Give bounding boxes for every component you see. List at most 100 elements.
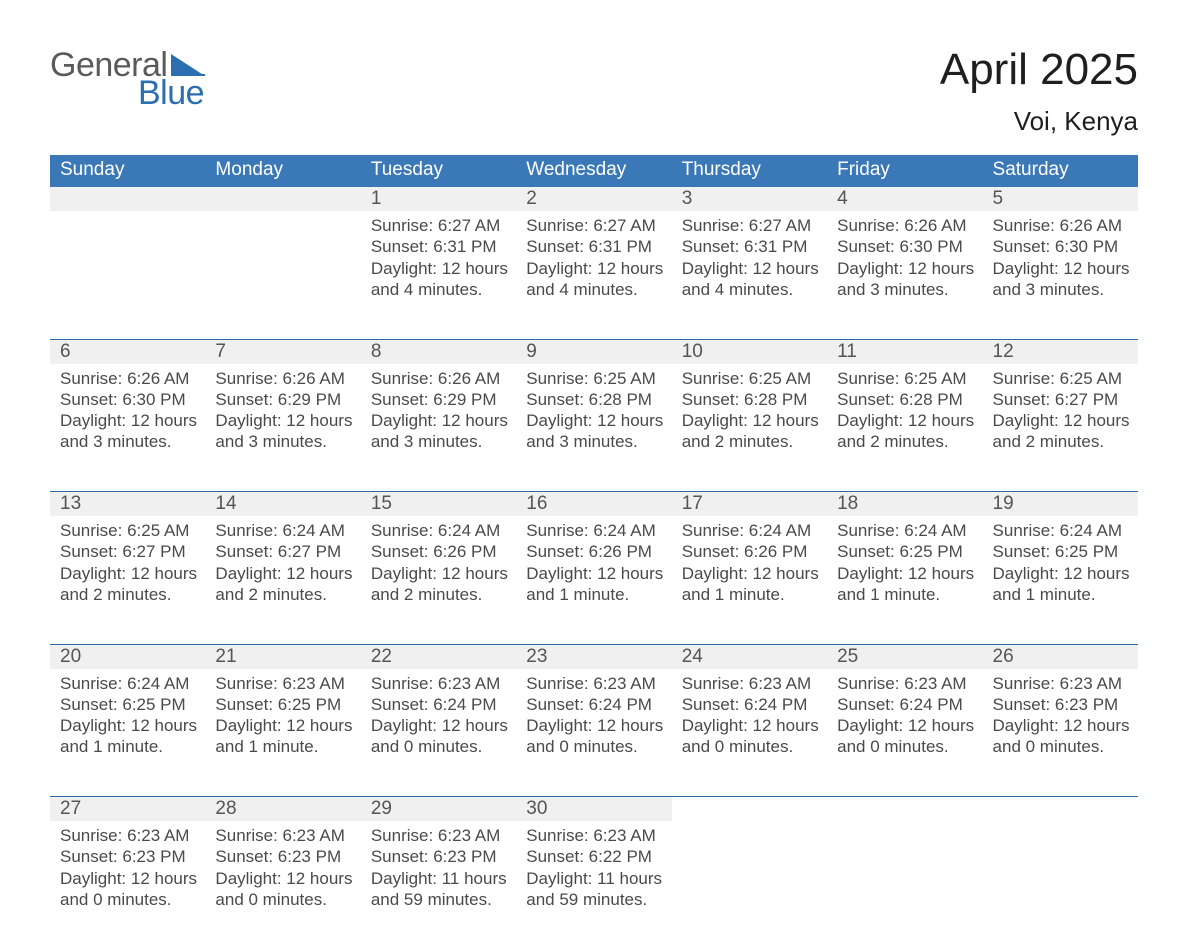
day-number-cell: 20 — [50, 644, 205, 669]
daylight-line: Daylight: 12 hours and 0 minutes. — [60, 868, 197, 911]
daylight-line: Daylight: 12 hours and 1 minute. — [682, 563, 819, 606]
sunset-line: Sunset: 6:31 PM — [526, 236, 663, 257]
day-number-cell — [50, 187, 205, 211]
sunrise-line: Sunrise: 6:25 AM — [837, 368, 974, 389]
day-details: Sunrise: 6:25 AMSunset: 6:28 PMDaylight:… — [516, 364, 671, 453]
day-details: Sunrise: 6:26 AMSunset: 6:30 PMDaylight:… — [827, 211, 982, 300]
day-cell: Sunrise: 6:24 AMSunset: 6:26 PMDaylight:… — [516, 516, 671, 644]
sunrise-line: Sunrise: 6:26 AM — [215, 368, 352, 389]
day-number-cell: 24 — [672, 644, 827, 669]
day-details: Sunrise: 6:23 AMSunset: 6:24 PMDaylight:… — [827, 669, 982, 758]
day-details: Sunrise: 6:23 AMSunset: 6:22 PMDaylight:… — [516, 821, 671, 910]
day-cell: Sunrise: 6:25 AMSunset: 6:28 PMDaylight:… — [672, 364, 827, 492]
sunset-line: Sunset: 6:31 PM — [682, 236, 819, 257]
daylight-line: Daylight: 12 hours and 0 minutes. — [837, 715, 974, 758]
sunrise-line: Sunrise: 6:27 AM — [371, 215, 508, 236]
sunrise-line: Sunrise: 6:23 AM — [526, 673, 663, 694]
sunrise-line: Sunrise: 6:23 AM — [993, 673, 1130, 694]
sunset-line: Sunset: 6:26 PM — [371, 541, 508, 562]
sunset-line: Sunset: 6:27 PM — [60, 541, 197, 562]
sunset-line: Sunset: 6:23 PM — [60, 846, 197, 867]
day-cell: Sunrise: 6:24 AMSunset: 6:25 PMDaylight:… — [827, 516, 982, 644]
day-number-cell: 12 — [983, 339, 1138, 364]
sunset-line: Sunset: 6:30 PM — [993, 236, 1130, 257]
day-details: Sunrise: 6:27 AMSunset: 6:31 PMDaylight:… — [672, 211, 827, 300]
sunrise-line: Sunrise: 6:25 AM — [993, 368, 1130, 389]
sunrise-line: Sunrise: 6:25 AM — [682, 368, 819, 389]
day-cell: Sunrise: 6:25 AMSunset: 6:27 PMDaylight:… — [983, 364, 1138, 492]
daylight-line: Daylight: 12 hours and 4 minutes. — [371, 258, 508, 301]
day-cell: Sunrise: 6:23 AMSunset: 6:23 PMDaylight:… — [983, 669, 1138, 797]
daylight-line: Daylight: 12 hours and 0 minutes. — [215, 868, 352, 911]
day-number-cell — [672, 797, 827, 822]
weekday-header: Monday — [205, 155, 360, 187]
sunrise-line: Sunrise: 6:23 AM — [682, 673, 819, 694]
sunset-line: Sunset: 6:28 PM — [837, 389, 974, 410]
day-number-cell: 23 — [516, 644, 671, 669]
daylight-line: Daylight: 12 hours and 4 minutes. — [526, 258, 663, 301]
day-number-cell: 4 — [827, 187, 982, 211]
day-number-cell: 14 — [205, 492, 360, 517]
daylight-line: Daylight: 12 hours and 1 minute. — [215, 715, 352, 758]
daylight-line: Daylight: 12 hours and 4 minutes. — [682, 258, 819, 301]
day-cell: Sunrise: 6:23 AMSunset: 6:24 PMDaylight:… — [827, 669, 982, 797]
day-number-cell: 27 — [50, 797, 205, 822]
day-number-cell: 6 — [50, 339, 205, 364]
day-cell: Sunrise: 6:27 AMSunset: 6:31 PMDaylight:… — [361, 211, 516, 339]
daylight-line: Daylight: 12 hours and 3 minutes. — [526, 410, 663, 453]
daylight-line: Daylight: 12 hours and 0 minutes. — [371, 715, 508, 758]
day-details: Sunrise: 6:23 AMSunset: 6:24 PMDaylight:… — [361, 669, 516, 758]
topbar: General Blue April 2025 Voi, Kenya — [50, 48, 1138, 137]
day-cell: Sunrise: 6:23 AMSunset: 6:23 PMDaylight:… — [205, 821, 360, 949]
day-cell: Sunrise: 6:23 AMSunset: 6:22 PMDaylight:… — [516, 821, 671, 949]
sunrise-line: Sunrise: 6:26 AM — [60, 368, 197, 389]
daylight-line: Daylight: 12 hours and 2 minutes. — [60, 563, 197, 606]
day-details: Sunrise: 6:26 AMSunset: 6:30 PMDaylight:… — [50, 364, 205, 453]
weekday-header: Sunday — [50, 155, 205, 187]
sunrise-line: Sunrise: 6:24 AM — [371, 520, 508, 541]
day-details: Sunrise: 6:24 AMSunset: 6:25 PMDaylight:… — [983, 516, 1138, 605]
daylight-line: Daylight: 12 hours and 2 minutes. — [993, 410, 1130, 453]
day-details: Sunrise: 6:23 AMSunset: 6:23 PMDaylight:… — [983, 669, 1138, 758]
day-cell: Sunrise: 6:25 AMSunset: 6:27 PMDaylight:… — [50, 516, 205, 644]
sunset-line: Sunset: 6:27 PM — [993, 389, 1130, 410]
title-block: April 2025 Voi, Kenya — [940, 48, 1138, 137]
calendar-document: General Blue April 2025 Voi, Kenya Sunda… — [0, 0, 1188, 918]
sunset-line: Sunset: 6:24 PM — [682, 694, 819, 715]
brand-logo: General Blue — [50, 48, 205, 110]
weekday-header: Wednesday — [516, 155, 671, 187]
day-cell: Sunrise: 6:26 AMSunset: 6:29 PMDaylight:… — [205, 364, 360, 492]
day-cell: Sunrise: 6:24 AMSunset: 6:26 PMDaylight:… — [361, 516, 516, 644]
daylight-line: Daylight: 12 hours and 2 minutes. — [215, 563, 352, 606]
day-number-cell — [827, 797, 982, 822]
day-cell: Sunrise: 6:27 AMSunset: 6:31 PMDaylight:… — [672, 211, 827, 339]
day-details: Sunrise: 6:27 AMSunset: 6:31 PMDaylight:… — [361, 211, 516, 300]
weekday-header: Thursday — [672, 155, 827, 187]
day-details: Sunrise: 6:24 AMSunset: 6:26 PMDaylight:… — [672, 516, 827, 605]
sunrise-line: Sunrise: 6:26 AM — [993, 215, 1130, 236]
daylight-line: Daylight: 12 hours and 0 minutes. — [993, 715, 1130, 758]
sunset-line: Sunset: 6:27 PM — [215, 541, 352, 562]
day-number-cell: 22 — [361, 644, 516, 669]
sunrise-line: Sunrise: 6:23 AM — [371, 673, 508, 694]
day-cell — [827, 821, 982, 949]
day-details: Sunrise: 6:24 AMSunset: 6:26 PMDaylight:… — [361, 516, 516, 605]
calendar-header-row: SundayMondayTuesdayWednesdayThursdayFrid… — [50, 155, 1138, 187]
weekday-header: Tuesday — [361, 155, 516, 187]
day-cell: Sunrise: 6:23 AMSunset: 6:23 PMDaylight:… — [361, 821, 516, 949]
sunrise-line: Sunrise: 6:23 AM — [215, 825, 352, 846]
sunrise-line: Sunrise: 6:23 AM — [837, 673, 974, 694]
location-subtitle: Voi, Kenya — [940, 106, 1138, 137]
sunset-line: Sunset: 6:26 PM — [526, 541, 663, 562]
sunset-line: Sunset: 6:28 PM — [682, 389, 819, 410]
day-number-cell: 21 — [205, 644, 360, 669]
sunrise-line: Sunrise: 6:24 AM — [526, 520, 663, 541]
daylight-line: Daylight: 12 hours and 3 minutes. — [837, 258, 974, 301]
day-number-cell: 17 — [672, 492, 827, 517]
daylight-line: Daylight: 12 hours and 1 minute. — [837, 563, 974, 606]
day-details: Sunrise: 6:26 AMSunset: 6:29 PMDaylight:… — [205, 364, 360, 453]
day-number-cell: 28 — [205, 797, 360, 822]
day-number-cell: 29 — [361, 797, 516, 822]
day-details: Sunrise: 6:24 AMSunset: 6:25 PMDaylight:… — [50, 669, 205, 758]
day-number-cell: 3 — [672, 187, 827, 211]
